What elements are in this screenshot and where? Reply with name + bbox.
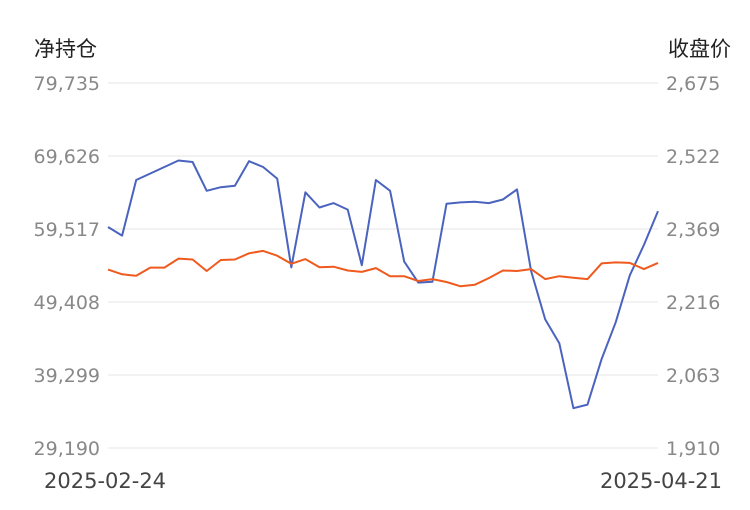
left-tick-label: 59,517 [34,219,100,241]
left-tick-label: 29,190 [34,438,100,460]
left-tick-label: 49,408 [34,292,100,314]
x-end-date-label: 2025-04-21 [600,469,722,493]
right-axis-ticks: 2,675 2,522 2,369 2,216 2,063 1,910 [666,73,720,460]
right-axis-title: 收盘价 [668,37,731,61]
left-tick-label: 69,626 [34,146,100,168]
left-axis-title: 净持仓 [34,37,97,61]
x-start-date-label: 2025-02-24 [44,469,166,493]
right-tick-label: 2,216 [666,292,720,314]
net-position-line [107,159,659,410]
right-tick-label: 2,522 [666,146,720,168]
right-tick-label: 2,063 [666,365,720,387]
grid-lines [108,82,658,449]
right-tick-label: 1,910 [666,438,720,460]
close-price-line [107,249,659,288]
right-tick-label: 2,369 [666,219,720,241]
series-lines [107,159,659,410]
left-axis-ticks: 79,735 69,626 59,517 49,408 39,299 29,190 [34,73,100,460]
left-tick-label: 39,299 [34,365,100,387]
right-tick-label: 2,675 [666,73,720,95]
left-tick-label: 79,735 [34,73,100,95]
